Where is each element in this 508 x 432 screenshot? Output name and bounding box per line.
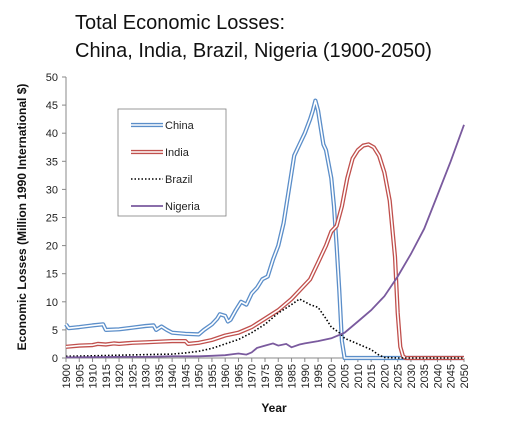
x-axis-title: Year [261, 401, 287, 415]
x-tick-label: 1935 [154, 364, 166, 388]
series-china [64, 98, 464, 361]
legend-item-india: India [131, 147, 190, 159]
y-tick-label: 30 [46, 184, 58, 196]
x-tick-label: 1970 [247, 364, 259, 388]
y-tick-label: 15 [46, 269, 58, 281]
x-tick-label: 1915 [101, 364, 113, 388]
series-india [65, 142, 464, 361]
x-tick-label: 2045 [446, 364, 458, 388]
legend-label-china: China [165, 120, 195, 132]
x-tick-label: 1945 [180, 364, 192, 388]
x-tick-label: 1965 [233, 364, 245, 388]
x-tick-label: 1905 [74, 364, 86, 388]
x-tick-label: 2030 [406, 364, 418, 388]
x-tick-label: 2015 [366, 364, 378, 388]
series-layer [64, 98, 465, 361]
chart-subtitle: China, India, Brazil, Nigeria (1900-2050… [75, 40, 432, 62]
chart-title: Total Economic Losses: [75, 12, 286, 34]
x-tick-label: 1995 [313, 364, 325, 388]
x-tick-label: 2005 [340, 364, 352, 388]
x-tick-label: 1950 [194, 364, 206, 388]
legend-item-nigeria: Nigeria [131, 201, 201, 213]
legend-item-china: China [131, 120, 195, 132]
x-tick-label: 1920 [114, 364, 126, 388]
legend-label-nigeria: Nigeria [165, 201, 201, 213]
x-tick-label: 1985 [287, 364, 299, 388]
x-tick-label: 2050 [459, 364, 471, 388]
x-tick-label: 2000 [326, 364, 338, 388]
x-tick-label: 2035 [419, 364, 431, 388]
legend-label-india: India [165, 147, 190, 159]
series-nigeria [65, 124, 465, 359]
legend-label-brazil: Brazil [165, 174, 193, 186]
legend-item-brazil: Brazil [131, 174, 193, 186]
x-tick-label: 1940 [167, 364, 179, 388]
x-tick-label: 1960 [220, 364, 232, 388]
x-tick-label: 1900 [61, 364, 73, 388]
x-tick-label: 1930 [141, 364, 153, 388]
y-tick-label: 35 [46, 156, 58, 168]
y-tick-label: 0 [52, 353, 58, 365]
y-tick-label: 25 [46, 213, 58, 225]
y-tick-label: 20 [46, 241, 58, 253]
series-india-inner [65, 143, 464, 359]
x-tick-label: 1980 [273, 364, 285, 388]
x-tick-label: 1955 [207, 364, 219, 388]
y-tick-label: 5 [52, 325, 58, 337]
x-tick-label: 1975 [260, 364, 272, 388]
y-axis-title: Economic Losses (Million 1990 Internatio… [15, 84, 29, 351]
series-nigeria-line [65, 124, 465, 359]
x-tick-label: 2040 [432, 364, 444, 388]
legend: China India Brazil Nigeria [117, 108, 227, 217]
x-tick-label: 1910 [88, 364, 100, 388]
x-tick-label: 2010 [353, 364, 365, 388]
y-tick-label: 45 [46, 100, 58, 112]
series-china-inner [65, 99, 464, 359]
x-tick-label: 2025 [393, 364, 405, 388]
y-tick-label: 40 [46, 128, 58, 140]
x-tick-label: 2020 [379, 364, 391, 388]
y-tick-label: 50 [46, 72, 58, 84]
x-tick-label: 1990 [300, 364, 312, 388]
x-tick-label: 1925 [127, 364, 139, 388]
y-tick-label: 10 [46, 297, 58, 309]
